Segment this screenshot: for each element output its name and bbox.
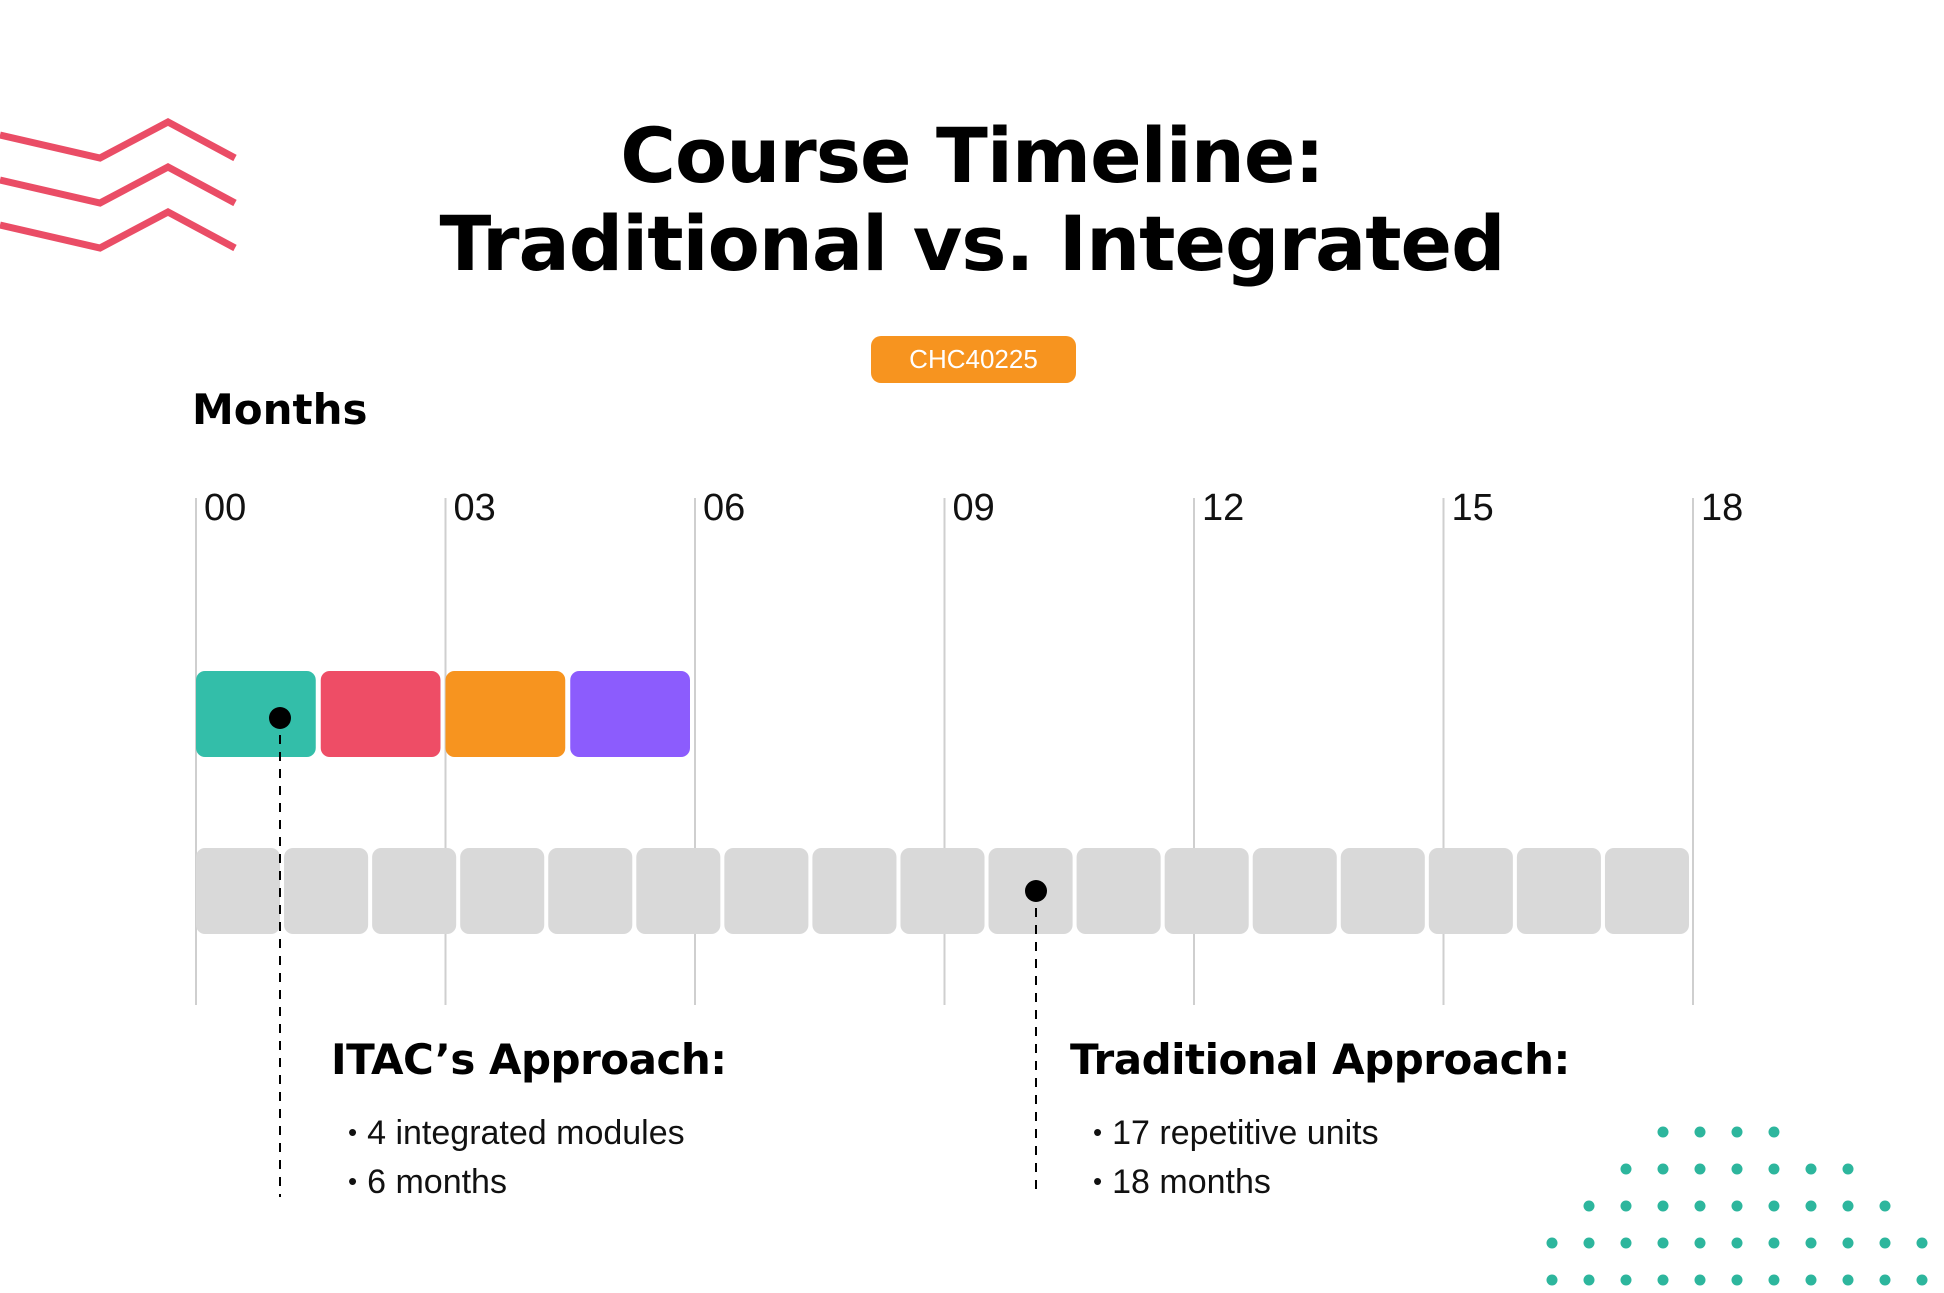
traditional-units-row [196,848,1689,934]
pattern-dot [1657,1163,1669,1175]
pattern-dot [1657,1126,1669,1138]
pattern-dot [1583,1237,1595,1249]
pattern-dot [1842,1200,1854,1212]
zigzag-decor-icon [0,118,237,252]
pattern-dot [1694,1200,1706,1212]
tick-label: 18 [1701,487,1744,529]
pattern-dot [1805,1237,1817,1249]
pattern-dot [1620,1237,1632,1249]
pattern-dot [1842,1274,1854,1286]
pattern-dot [1657,1237,1669,1249]
pattern-dot [1768,1237,1780,1249]
itac-bullet-modules: 4 integrated modules [348,1108,685,1157]
itac-modules-row [196,671,690,757]
pattern-dot [1879,1200,1891,1212]
itac-bullet-duration: 6 months [348,1157,685,1206]
zigzag-line [0,163,237,207]
pattern-dot [1657,1200,1669,1212]
pattern-dot [1694,1274,1706,1286]
traditional-approach-bullets: 17 repetitive units 18 months [1093,1108,1379,1206]
traditional-unit-block [812,848,897,934]
traditional-unit-block [1076,848,1161,934]
pattern-dot [1842,1163,1854,1175]
pattern-dot [1694,1237,1706,1249]
itac-module-block [196,671,316,757]
tick-label: 06 [703,487,746,529]
pattern-dot [1916,1237,1928,1249]
itac-module-block [320,671,441,757]
itac-approach-bullets: 4 integrated modules 6 months [348,1108,685,1206]
pattern-dot [1768,1200,1780,1212]
itac-module-block [570,671,690,757]
pattern-dot [1768,1126,1780,1138]
pattern-dot [1805,1200,1817,1212]
pattern-dot [1731,1200,1743,1212]
pattern-dot [1583,1200,1595,1212]
traditional-unit-block [548,848,633,934]
traditional-unit-block [724,848,809,934]
page-title-line-1: Course Timeline: [620,111,1325,200]
pattern-dot [1768,1274,1780,1286]
tick-label: 03 [453,487,496,529]
traditional-bullet-duration: 18 months [1093,1157,1379,1206]
traditional-unit-block [372,848,457,934]
zigzag-line [0,118,237,162]
pattern-dot [1657,1274,1669,1286]
pattern-dot [1731,1126,1743,1138]
traditional-unit-block [284,848,369,934]
traditional-unit-block [196,848,281,934]
callout-dot [1025,880,1047,902]
page-title: Course Timeline: Traditional vs. Integra… [0,112,1944,288]
traditional-unit-block [636,848,721,934]
traditional-unit-block [1252,848,1337,934]
tick-label: 12 [1202,487,1245,529]
tick-label: 00 [204,487,247,529]
pattern-dot [1694,1163,1706,1175]
pattern-dot [1731,1274,1743,1286]
pattern-dot [1879,1237,1891,1249]
dot-pattern-decor-icon [1546,1126,1928,1286]
pattern-dot [1916,1274,1928,1286]
callout-dot [269,707,291,729]
pattern-dot [1731,1237,1743,1249]
traditional-approach-title: Traditional Approach: [1070,1035,1570,1084]
traditional-unit-block [900,848,985,934]
traditional-unit-block [1340,848,1425,934]
pattern-dot [1768,1163,1780,1175]
page-title-line-2: Traditional vs. Integrated [439,199,1505,288]
callout-markers [269,707,1047,1197]
pattern-dot [1620,1163,1632,1175]
pattern-dot [1842,1237,1854,1249]
traditional-unit-block [1428,848,1513,934]
pattern-dot [1583,1274,1595,1286]
traditional-unit-block [1604,848,1689,934]
tick-label: 15 [1451,487,1494,529]
pattern-dot [1879,1274,1891,1286]
pattern-dot [1620,1200,1632,1212]
zigzag-line [0,208,237,252]
traditional-bullet-units: 17 repetitive units [1093,1108,1379,1157]
itac-module-block [445,671,566,757]
pattern-dot [1731,1163,1743,1175]
traditional-unit-block [460,848,545,934]
itac-approach-title: ITAC’s Approach: [331,1035,727,1084]
pattern-dot [1694,1126,1706,1138]
pattern-dot [1546,1274,1558,1286]
course-code-badge: CHC40225 [871,336,1076,383]
pattern-dot [1546,1237,1558,1249]
pattern-dot [1620,1274,1632,1286]
pattern-dot [1805,1163,1817,1175]
traditional-unit-block [1516,848,1601,934]
axis-label: Months [192,385,368,434]
tick-label: 09 [952,487,995,529]
pattern-dot [1805,1274,1817,1286]
traditional-unit-block [1164,848,1249,934]
